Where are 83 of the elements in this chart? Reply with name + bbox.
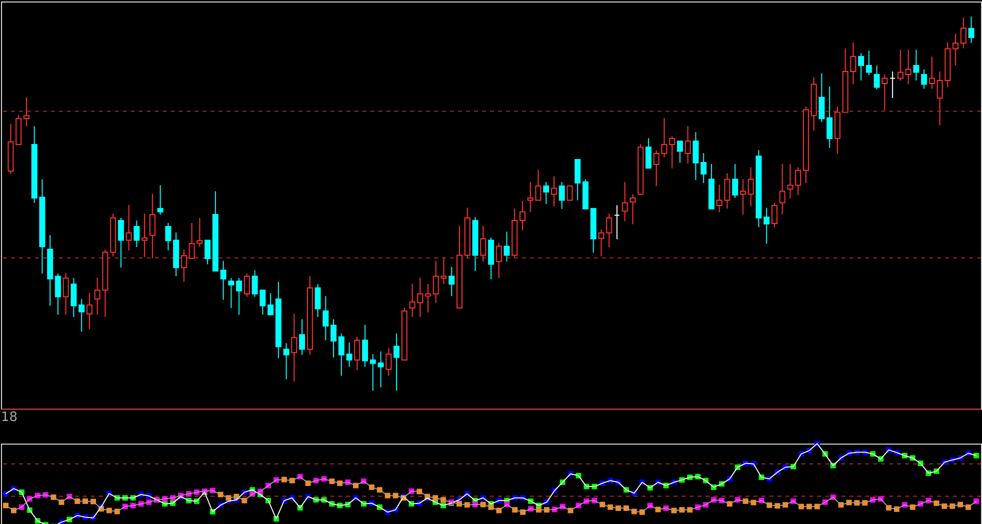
candlestick	[826, 86, 833, 148]
candlestick	[684, 126, 691, 164]
candlestick	[732, 163, 738, 199]
candlestick	[779, 163, 786, 215]
candlestick	[386, 348, 392, 376]
candlestick	[818, 72, 825, 123]
candlestick	[496, 242, 502, 279]
candlestick	[330, 318, 337, 358]
candlestick	[362, 324, 368, 368]
candlestick	[550, 176, 557, 207]
candlestick	[346, 342, 352, 368]
candlestick	[913, 49, 920, 81]
candlestick	[291, 313, 298, 382]
candlestick	[598, 228, 604, 257]
candlestick	[874, 65, 880, 90]
candlestick	[882, 74, 888, 111]
candlestick	[622, 181, 628, 222]
candlestick	[520, 200, 526, 231]
candlestick	[905, 49, 912, 85]
candlestick	[142, 213, 148, 258]
candlestick	[795, 166, 802, 196]
candlestick	[928, 56, 935, 90]
candlestick	[70, 278, 77, 318]
candlestick	[606, 213, 612, 248]
candlestick	[23, 96, 30, 127]
candlestick	[204, 240, 211, 265]
candlestick	[157, 184, 164, 215]
candlestick	[921, 68, 928, 90]
candlestick	[480, 226, 486, 262]
candlestick	[220, 260, 226, 300]
candlestick	[692, 132, 699, 181]
candlestick	[338, 332, 344, 376]
candlestick	[645, 138, 652, 169]
candlestick	[448, 266, 455, 297]
candlestick	[740, 178, 746, 215]
candlestick	[952, 33, 959, 66]
candlestick	[370, 354, 376, 392]
candlestick	[700, 152, 707, 184]
candlestick	[764, 207, 770, 244]
candlestick	[748, 166, 754, 207]
candlestick	[268, 292, 274, 316]
candlestick	[314, 284, 321, 318]
candlestick	[858, 52, 864, 81]
candlestick	[236, 278, 242, 316]
candlestick	[866, 50, 872, 76]
candlestick	[432, 260, 439, 304]
candlestick	[440, 257, 447, 285]
candlestick	[244, 273, 250, 298]
candlestick	[62, 272, 69, 316]
candlestick	[299, 318, 306, 356]
candlestick	[771, 202, 778, 228]
candlestick	[897, 49, 904, 81]
candlestick	[118, 217, 124, 268]
candlestick	[543, 181, 550, 204]
candlestick	[558, 181, 565, 210]
candlestick	[574, 158, 581, 201]
candlestick	[180, 249, 187, 282]
candlestick	[134, 220, 140, 248]
candlestick	[322, 296, 329, 341]
candlestick	[228, 278, 234, 309]
candlestick	[78, 298, 85, 332]
candlestick	[614, 204, 620, 240]
candlestick	[126, 204, 132, 251]
candlestick	[504, 231, 510, 262]
candlestick	[149, 193, 156, 259]
candlestick	[378, 350, 384, 388]
candlestick	[960, 17, 966, 49]
candlestick	[394, 332, 400, 392]
candlestick	[566, 186, 573, 201]
candlestick	[283, 342, 290, 380]
candlestick	[425, 284, 432, 314]
candlestick	[630, 194, 636, 225]
candlestick	[488, 237, 494, 280]
candlestick	[54, 273, 61, 316]
chart-title: 18	[1, 410, 18, 425]
candlestick	[354, 336, 360, 371]
candlestick	[669, 136, 676, 169]
candlestick	[787, 163, 794, 199]
candlestick	[676, 140, 683, 164]
candlestick	[968, 16, 974, 44]
candlestick	[890, 71, 896, 99]
candlestick	[165, 222, 172, 251]
candlestick	[86, 292, 92, 330]
